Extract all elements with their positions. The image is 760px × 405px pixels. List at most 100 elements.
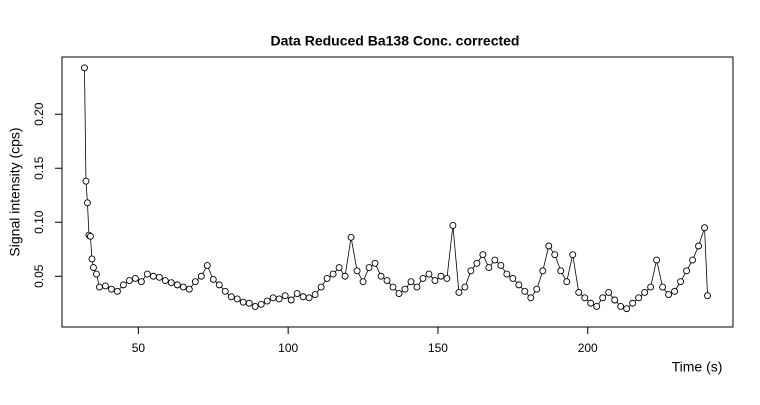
data-point [221,287,229,295]
data-point [197,272,205,280]
data-point [81,64,88,72]
data-point [215,281,223,289]
data-point [137,278,145,286]
y-axis-label: Signal intensity (cps) [7,127,23,256]
data-point [395,290,403,297]
data-point [425,270,433,278]
data-point [503,270,511,278]
data-point [407,278,415,286]
data-point [479,251,487,259]
data-point [497,261,505,269]
data-point [257,300,265,308]
data-point [179,283,187,291]
data-point [704,292,711,300]
data-point [227,293,235,301]
data-point [281,292,289,300]
data-point [647,283,655,291]
data-point [389,283,397,291]
x-tick-label: 200 [578,341,598,355]
data-point [143,270,151,278]
data-point [665,291,673,299]
data-point [245,299,253,307]
x-tick-label: 100 [278,341,298,355]
data-point [341,272,349,280]
data-point [401,285,409,293]
data-point [533,285,541,293]
data-point [509,274,517,282]
data-point [95,283,103,291]
data-point [599,294,607,302]
data-point [167,279,175,287]
data-point [473,259,481,267]
data-point [82,177,90,185]
data-point [191,278,199,286]
data-point [377,272,385,280]
data-point [683,267,691,275]
data-point [623,305,631,313]
data-point [449,222,457,229]
data-point [659,283,667,291]
data-point [233,295,241,303]
data-point [287,296,295,304]
data-point [593,303,601,310]
data-point [305,294,313,302]
data-point [629,299,637,307]
data-point [84,199,91,207]
data-point [317,283,325,291]
x-tick-label: 150 [428,341,448,355]
data-point [203,261,211,269]
data-point [587,299,595,307]
data-point [359,278,367,286]
data-point [149,272,157,280]
data-point [419,274,427,282]
data-point [653,256,661,264]
data-point [329,270,337,278]
data-point [491,256,499,264]
data-point [575,288,583,296]
data-point [101,282,109,290]
data-point [299,293,307,301]
data-point [617,303,625,310]
data-point [113,287,121,295]
data-point [353,267,361,275]
data-point [209,276,217,283]
data-point [701,224,708,232]
data-point [263,297,271,305]
data-point [125,277,133,285]
data-point [239,298,247,306]
data-point [557,267,565,275]
data-point [677,278,685,286]
y-tick-label: 0.10 [32,210,46,234]
data-point [635,294,643,302]
data-point [131,274,139,282]
data-point [371,259,379,267]
data-point [521,287,529,295]
data-point [173,281,181,289]
data-point [88,255,96,263]
data-point [527,294,535,302]
data-point [335,264,343,272]
data-point [155,273,163,281]
chart-title: Data Reduced Ba138 Conc. corrected [271,33,520,49]
data-point [671,287,679,295]
x-tick-label: 50 [132,341,146,355]
data-point [569,251,577,259]
y-tick-label: 0.05 [32,264,46,288]
data-point [581,294,589,302]
data-point [251,303,259,310]
data-point [641,288,649,296]
data-point [323,274,331,282]
y-tick-label: 0.15 [32,156,46,180]
data-point [431,277,439,285]
data-line [84,67,708,310]
data-point [545,242,553,250]
plot-frame [61,56,734,328]
data-point [87,232,94,240]
data-point [551,251,559,259]
data-point [269,294,277,302]
data-point [275,295,283,303]
data-point [107,285,115,293]
x-axis-label: Time (s) [672,359,723,375]
